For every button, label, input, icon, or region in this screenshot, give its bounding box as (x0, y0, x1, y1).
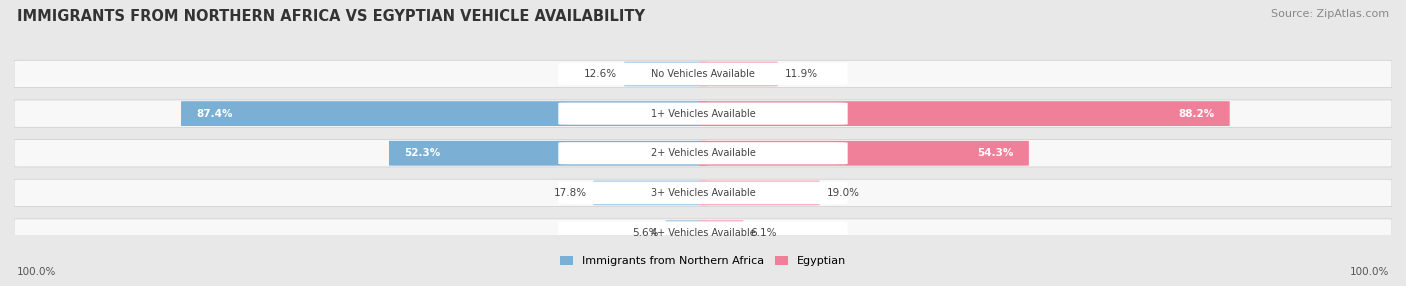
FancyBboxPatch shape (14, 179, 1392, 206)
FancyBboxPatch shape (558, 182, 848, 204)
FancyBboxPatch shape (699, 141, 1029, 166)
Text: 54.3%: 54.3% (977, 148, 1014, 158)
FancyBboxPatch shape (558, 102, 848, 125)
Text: IMMIGRANTS FROM NORTHERN AFRICA VS EGYPTIAN VEHICLE AVAILABILITY: IMMIGRANTS FROM NORTHERN AFRICA VS EGYPT… (17, 9, 645, 23)
FancyBboxPatch shape (699, 220, 744, 245)
Text: 100.0%: 100.0% (1350, 267, 1389, 277)
Legend: Immigrants from Northern Africa, Egyptian: Immigrants from Northern Africa, Egyptia… (555, 251, 851, 271)
Text: 19.0%: 19.0% (827, 188, 859, 198)
FancyBboxPatch shape (624, 61, 707, 86)
Text: 6.1%: 6.1% (751, 228, 776, 238)
FancyBboxPatch shape (699, 101, 1230, 126)
Text: 12.6%: 12.6% (585, 69, 617, 79)
Text: 87.4%: 87.4% (197, 109, 232, 119)
FancyBboxPatch shape (181, 101, 707, 126)
Text: 3+ Vehicles Available: 3+ Vehicles Available (651, 188, 755, 198)
FancyBboxPatch shape (699, 180, 820, 205)
FancyBboxPatch shape (558, 63, 848, 85)
Text: 17.8%: 17.8% (554, 188, 586, 198)
FancyBboxPatch shape (14, 60, 1392, 88)
Text: 88.2%: 88.2% (1178, 109, 1215, 119)
FancyBboxPatch shape (558, 142, 848, 164)
Text: No Vehicles Available: No Vehicles Available (651, 69, 755, 79)
FancyBboxPatch shape (699, 61, 778, 86)
Text: 100.0%: 100.0% (17, 267, 56, 277)
Text: 5.6%: 5.6% (633, 228, 659, 238)
Text: 11.9%: 11.9% (785, 69, 818, 79)
FancyBboxPatch shape (389, 141, 707, 166)
Text: 2+ Vehicles Available: 2+ Vehicles Available (651, 148, 755, 158)
Text: 52.3%: 52.3% (404, 148, 440, 158)
FancyBboxPatch shape (14, 219, 1392, 246)
FancyBboxPatch shape (558, 221, 848, 244)
Text: Source: ZipAtlas.com: Source: ZipAtlas.com (1271, 9, 1389, 19)
FancyBboxPatch shape (665, 220, 707, 245)
FancyBboxPatch shape (14, 140, 1392, 167)
FancyBboxPatch shape (14, 100, 1392, 127)
Text: 1+ Vehicles Available: 1+ Vehicles Available (651, 109, 755, 119)
FancyBboxPatch shape (593, 180, 707, 205)
Text: 4+ Vehicles Available: 4+ Vehicles Available (651, 228, 755, 238)
